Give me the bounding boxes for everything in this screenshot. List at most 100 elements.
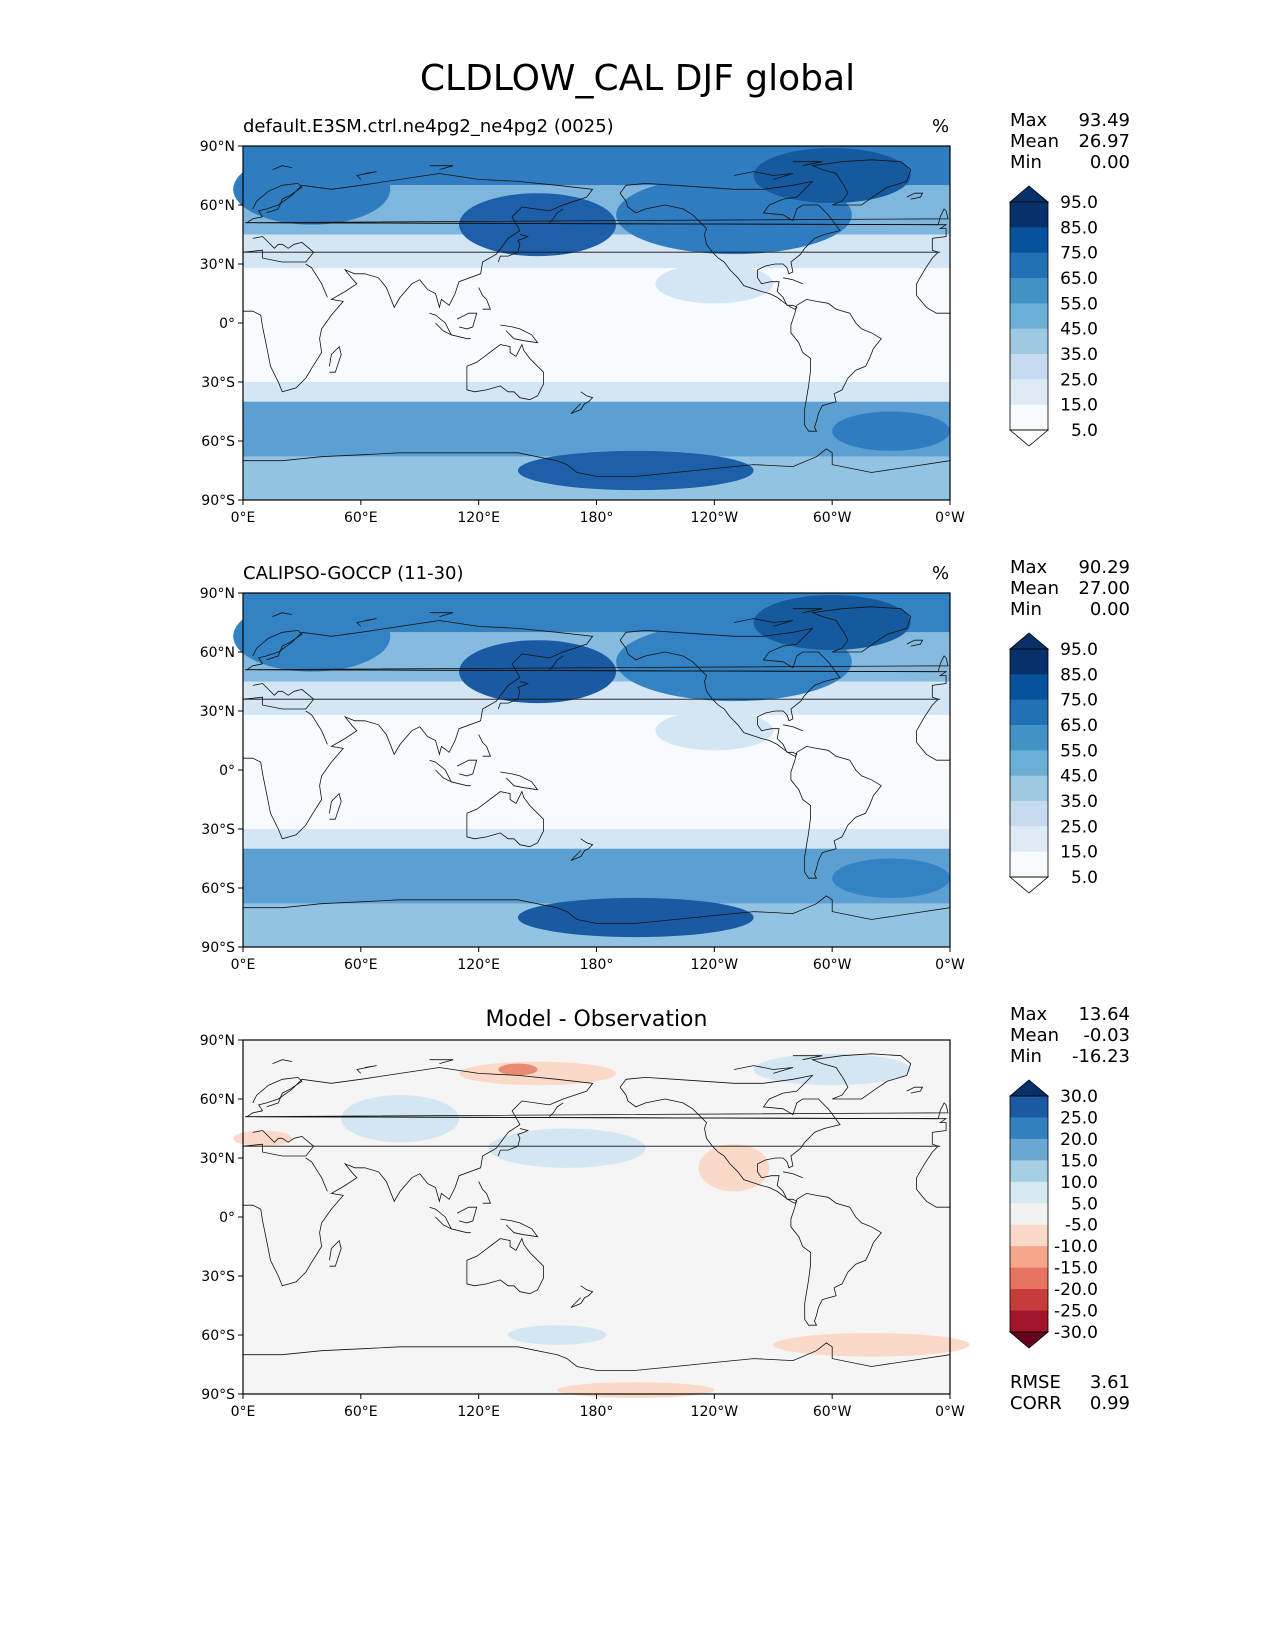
coastline bbox=[242, 1130, 941, 1157]
corr-label: CORR bbox=[1010, 1393, 1062, 1414]
colorbar-label: 15.0 bbox=[1060, 1151, 1098, 1171]
lon-tick-label: 120°W bbox=[691, 957, 739, 973]
lat-tick-label: 60°N bbox=[200, 198, 235, 214]
coastline bbox=[810, 159, 912, 206]
lat-tick-label: 90°S bbox=[201, 493, 235, 509]
coastline bbox=[478, 1181, 491, 1204]
lat-tick-label: 60°S bbox=[201, 434, 235, 450]
colorbar-label: 65.0 bbox=[1060, 269, 1098, 289]
colorbar-swatch bbox=[1010, 826, 1048, 853]
lat-tick-label: 90°N bbox=[200, 586, 235, 602]
panel-unit-obs: % bbox=[932, 563, 950, 584]
colorbar-frame bbox=[1009, 648, 1049, 878]
field-band-subtropics-south bbox=[243, 382, 950, 402]
coastline bbox=[429, 1206, 453, 1230]
field-band-southern-ocean bbox=[243, 848, 950, 904]
coastline bbox=[243, 895, 951, 924]
filled-contours bbox=[233, 1040, 970, 1398]
colorbar-swatch bbox=[1010, 750, 1048, 777]
coastline bbox=[329, 1239, 342, 1267]
lat-tick-label: 60°N bbox=[200, 1092, 235, 1108]
colorbar-label: 25.0 bbox=[1060, 817, 1098, 837]
lat-tick-label: 90°N bbox=[200, 1033, 235, 1049]
coastline bbox=[619, 627, 841, 757]
coastline bbox=[792, 161, 823, 167]
coastline bbox=[906, 639, 924, 647]
lon-tick-label: 120°W bbox=[691, 1404, 739, 1420]
coastline bbox=[733, 618, 794, 627]
coastline bbox=[456, 759, 478, 777]
colorbar-label: 95.0 bbox=[1060, 193, 1098, 213]
diff-blob-east-siberia-neg bbox=[459, 1061, 617, 1086]
coastline bbox=[243, 448, 951, 477]
diff-blob-east-siberia-strong bbox=[498, 1063, 538, 1076]
colorbar-label: 25.0 bbox=[1060, 1108, 1098, 1128]
coastlines bbox=[242, 606, 951, 924]
coastline bbox=[783, 1171, 803, 1179]
colorbar-labels: 95.0 85.0 75.0 65.0 55.0 45.0 35.0 25.0 15.0 5.0 bbox=[1060, 193, 1098, 441]
stat-min-label: Min bbox=[1010, 599, 1042, 620]
coastline bbox=[244, 1102, 949, 1120]
colorbar-label: -15.0 bbox=[1054, 1259, 1098, 1279]
coastline bbox=[244, 208, 949, 226]
colorbar-frame bbox=[1009, 201, 1049, 431]
coastline bbox=[497, 234, 529, 263]
stat-min-value: -16.23 bbox=[1071, 1046, 1130, 1067]
field-blob-greenland bbox=[753, 594, 911, 651]
colorbar-swatch bbox=[1010, 699, 1048, 726]
coastline bbox=[242, 236, 941, 263]
field-band-southern-ocean bbox=[243, 401, 950, 457]
diff-blob-north-pacific bbox=[488, 1128, 646, 1168]
colorbar-label: -25.0 bbox=[1054, 1302, 1098, 1322]
stat-mean-value: 26.97 bbox=[1078, 131, 1130, 152]
coastline bbox=[305, 710, 328, 745]
lon-tick-label: 0°W bbox=[935, 510, 965, 526]
stats-rmse-corr: RMSE 3.61 CORR 0.99 bbox=[1010, 1372, 1130, 1414]
lon-tick-label: 120°E bbox=[457, 510, 500, 526]
lat-tick-label: 90°N bbox=[200, 139, 235, 155]
coastline bbox=[252, 182, 303, 214]
coastline bbox=[329, 792, 342, 820]
filled-contours bbox=[233, 146, 950, 500]
stats-diff: Max 13.64 Mean -0.03 Min -16.23 bbox=[1010, 1004, 1130, 1067]
coastline bbox=[733, 1065, 794, 1074]
colorbar-swatch bbox=[1010, 1203, 1048, 1226]
coastline bbox=[790, 745, 882, 879]
field-blob-east-pacific bbox=[655, 711, 774, 751]
stat-max-value: 90.29 bbox=[1078, 557, 1130, 578]
lon-tick-label: 60°W bbox=[813, 510, 852, 526]
coastline bbox=[429, 165, 454, 170]
colorbar-swatch bbox=[1010, 1096, 1048, 1118]
colorbar-label: 35.0 bbox=[1060, 345, 1098, 365]
colorbar-label: 5.0 bbox=[1071, 1194, 1098, 1214]
lat-tick-label: 30°S bbox=[201, 822, 235, 838]
stat-mean-label: Mean bbox=[1010, 578, 1060, 599]
axes: 90°N 60°N 30°N 0° 30°S 60°S 90°S0°E 60°E 120°E 18… bbox=[200, 1033, 965, 1420]
colorbar-label: -30.0 bbox=[1054, 1323, 1098, 1343]
lon-tick-label: 60°W bbox=[813, 1404, 852, 1420]
coastline bbox=[466, 1237, 544, 1295]
field-blob-north-pacific-west bbox=[459, 193, 617, 257]
corr-value: 0.99 bbox=[1089, 1393, 1130, 1414]
coastline bbox=[243, 173, 594, 393]
coastline bbox=[356, 171, 377, 180]
panel-title-obs: CALIPSO-GOCCP (11-30) bbox=[243, 563, 464, 584]
lon-tick-label: 0°W bbox=[935, 1404, 965, 1420]
colorbar-swatches bbox=[1008, 1079, 1050, 1349]
colorbar-swatch bbox=[1010, 1267, 1048, 1290]
lat-tick-label: 60°S bbox=[201, 881, 235, 897]
stats-obs: Max 90.29 Mean 27.00 Min 0.00 bbox=[1010, 557, 1130, 620]
field-blob-greenland bbox=[753, 147, 911, 204]
coastline bbox=[242, 683, 941, 710]
coastline bbox=[619, 1074, 841, 1204]
stats-model: Max 93.49 Mean 26.97 Min 0.00 bbox=[1010, 110, 1130, 173]
coastline bbox=[429, 312, 453, 336]
colorbar-swatch bbox=[1010, 1117, 1048, 1140]
stat-mean-value: -0.03 bbox=[1083, 1025, 1130, 1046]
colorbar-label: 15.0 bbox=[1060, 396, 1098, 416]
lon-tick-label: 60°E bbox=[344, 957, 378, 973]
lon-tick-label: 0°E bbox=[231, 957, 256, 973]
coastlines bbox=[242, 1053, 951, 1371]
coastline bbox=[272, 1059, 293, 1064]
lat-tick-label: 30°N bbox=[200, 704, 235, 720]
